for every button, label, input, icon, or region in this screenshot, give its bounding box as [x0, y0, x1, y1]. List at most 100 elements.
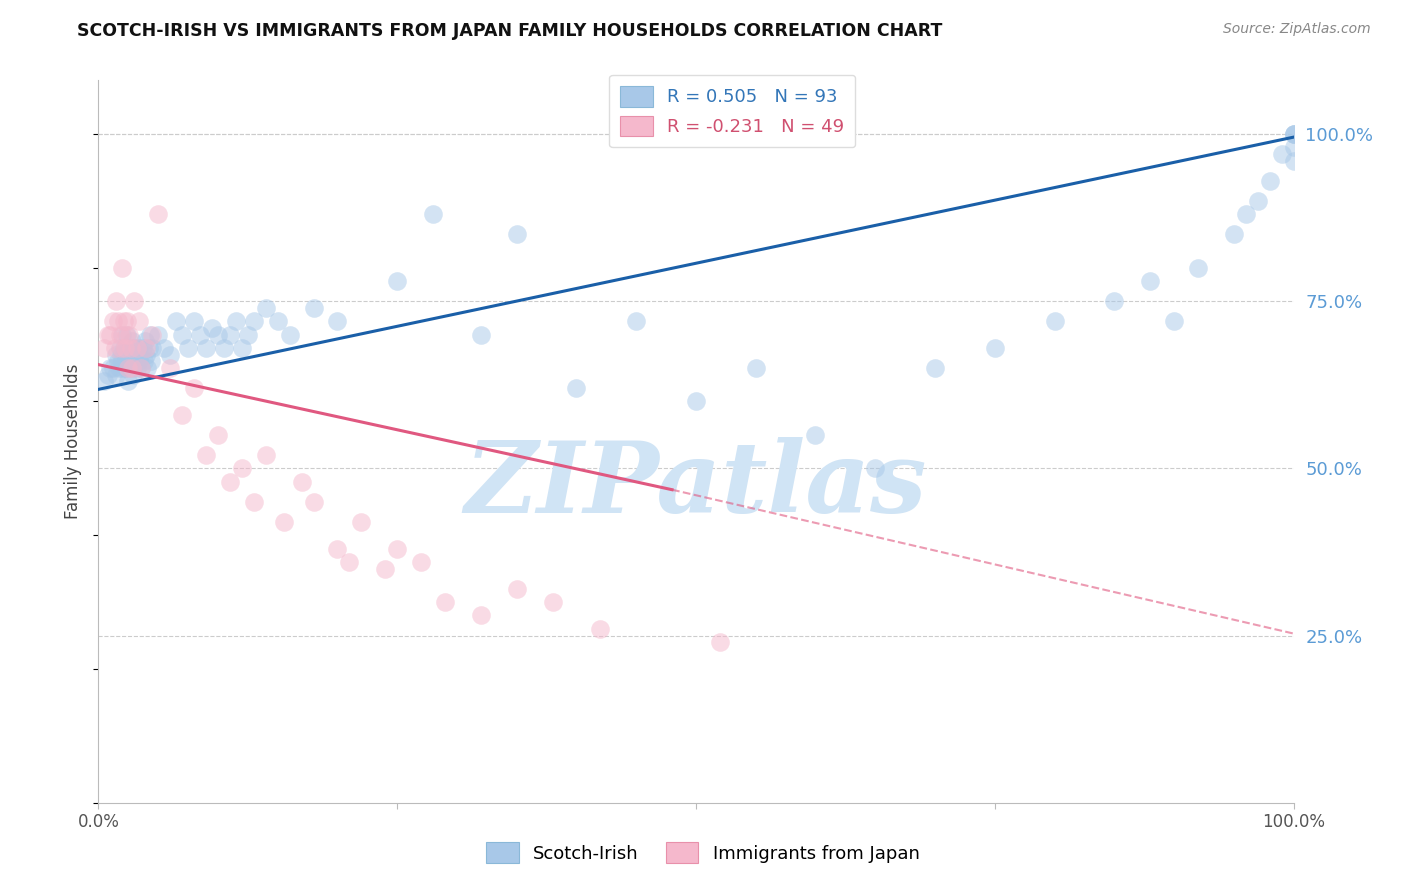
Point — [141, 341, 163, 355]
Point — [709, 635, 731, 649]
Point — [865, 461, 887, 475]
Point — [105, 294, 128, 309]
Point — [124, 341, 146, 355]
Point — [141, 327, 163, 342]
Point — [273, 515, 295, 529]
Point — [1282, 127, 1305, 141]
Text: ZIPatlas: ZIPatlas — [465, 437, 927, 533]
Point — [422, 207, 444, 221]
Legend: Scotch-Irish, Immigrants from Japan: Scotch-Irish, Immigrants from Japan — [477, 833, 929, 872]
Point — [111, 260, 134, 275]
Point — [97, 368, 120, 382]
Text: SCOTCH-IRISH VS IMMIGRANTS FROM JAPAN FAMILY HOUSEHOLDS CORRELATION CHART: SCOTCH-IRISH VS IMMIGRANTS FROM JAPAN FA… — [77, 22, 942, 40]
Point — [101, 361, 124, 376]
Point — [924, 361, 946, 376]
Point — [124, 294, 146, 309]
Point — [111, 327, 134, 342]
Point — [589, 622, 612, 636]
Point — [1282, 140, 1305, 154]
Point — [207, 427, 229, 442]
Point — [122, 368, 145, 382]
Point — [127, 341, 149, 355]
Point — [148, 327, 170, 342]
Point — [804, 427, 827, 442]
Point — [267, 314, 290, 328]
Point — [236, 327, 259, 342]
Point — [115, 327, 138, 342]
Point — [470, 327, 492, 342]
Point — [118, 354, 141, 368]
Point — [153, 341, 176, 355]
Point — [131, 361, 153, 376]
Point — [93, 341, 115, 355]
Point — [108, 327, 131, 342]
Point — [172, 327, 194, 342]
Point — [125, 341, 148, 355]
Point — [136, 361, 159, 376]
Point — [108, 341, 131, 355]
Point — [120, 341, 142, 355]
Point — [132, 354, 155, 368]
Point — [117, 361, 139, 376]
Point — [97, 327, 120, 342]
Point — [350, 515, 373, 529]
Point — [183, 314, 205, 328]
Point — [114, 348, 136, 362]
Point — [1187, 260, 1209, 275]
Point — [135, 341, 157, 355]
Point — [470, 608, 492, 623]
Point — [159, 361, 181, 376]
Point — [121, 361, 143, 376]
Point — [1104, 294, 1126, 309]
Point — [374, 562, 396, 576]
Point — [135, 348, 157, 362]
Point — [107, 361, 129, 376]
Point — [128, 354, 150, 368]
Point — [254, 448, 277, 462]
Point — [112, 341, 135, 355]
Point — [101, 314, 124, 328]
Point — [207, 327, 229, 342]
Point — [984, 341, 1007, 355]
Point — [231, 461, 253, 475]
Point — [183, 381, 205, 395]
Point — [165, 314, 187, 328]
Point — [326, 541, 349, 556]
Point — [195, 341, 218, 355]
Point — [225, 314, 247, 328]
Point — [745, 361, 768, 376]
Point — [254, 301, 277, 315]
Point — [243, 314, 266, 328]
Point — [118, 327, 141, 342]
Point — [219, 327, 242, 342]
Point — [98, 361, 122, 376]
Point — [326, 314, 349, 328]
Point — [104, 341, 127, 355]
Point — [188, 327, 211, 342]
Point — [110, 348, 132, 362]
Point — [1258, 173, 1281, 188]
Point — [685, 394, 707, 409]
Point — [172, 408, 194, 422]
Point — [1282, 153, 1305, 168]
Point — [385, 274, 409, 288]
Point — [385, 541, 409, 556]
Point — [115, 341, 138, 355]
Point — [243, 494, 266, 508]
Point — [107, 354, 129, 368]
Point — [93, 375, 115, 389]
Point — [1282, 127, 1305, 141]
Point — [302, 301, 325, 315]
Point — [111, 354, 134, 368]
Point — [128, 314, 150, 328]
Point — [124, 348, 146, 362]
Point — [195, 448, 218, 462]
Point — [212, 341, 235, 355]
Point — [1139, 274, 1161, 288]
Point — [105, 368, 128, 382]
Point — [117, 348, 139, 362]
Point — [1043, 314, 1066, 328]
Point — [131, 361, 153, 376]
Point — [110, 341, 132, 355]
Point — [138, 341, 160, 355]
